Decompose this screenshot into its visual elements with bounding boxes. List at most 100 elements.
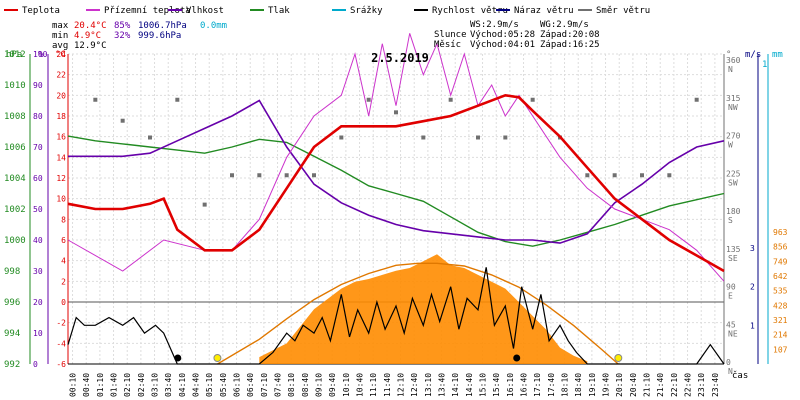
x-tick-label: 11:40 (383, 373, 392, 397)
legend-label: Teplota (22, 6, 60, 16)
info-sun-label: Slunce (434, 30, 467, 40)
moonset-marker (513, 354, 521, 362)
x-tick-label: 17:40 (547, 373, 556, 397)
axis-x-label: čas (732, 370, 748, 381)
legend-label: Náraz větru (514, 6, 574, 16)
wind-dir-point (448, 97, 453, 102)
x-tick-label: 08:40 (301, 373, 310, 397)
wind-dir-point (394, 110, 398, 115)
x-tick-label: 22:40 (684, 373, 693, 397)
wm2-tick: 321 (773, 316, 788, 325)
stats-min-press: 999.6hPa (138, 31, 181, 41)
x-tick-label: 16:10 (506, 373, 515, 397)
stats-max-label: max (52, 21, 69, 31)
x-tick-label: 00:10 (69, 373, 78, 397)
x-tick-label: 19:10 (588, 373, 597, 397)
pct-tick: 100 (33, 50, 48, 59)
text-layer: 2.5.2019 max 20.4°C 85% 1006.7hPa 0.0mm … (6, 20, 783, 381)
dir-tick-label: N (728, 65, 733, 74)
temp-tick: 14 (56, 153, 66, 162)
legend-label: Srážky (350, 6, 383, 16)
pct-tick: 0 (33, 360, 38, 369)
x-tick-label: 21:10 (643, 373, 652, 397)
wind-dir-point (93, 97, 98, 102)
hpa-tick: 1010 (4, 81, 26, 91)
x-tick-label: 08:10 (287, 373, 296, 397)
dir-tick-label: NW (728, 103, 738, 112)
x-tick-label: 06:10 (233, 373, 242, 397)
x-tick-label: 15:10 (479, 373, 488, 397)
pct-tick: 50 (33, 205, 43, 214)
info-sun-rise: Východ:05:28 (470, 30, 535, 40)
dir-tick-label: E (728, 292, 733, 301)
hpa-tick: 1008 (4, 112, 26, 122)
stats-avg-temp: 12.9°C (74, 41, 107, 51)
x-tick-label: 03:40 (164, 373, 173, 397)
x-tick-label: 05:40 (219, 373, 228, 397)
stats-min-label: min (52, 31, 68, 41)
wind-dir-point (476, 135, 480, 140)
stats-avg-label: avg (52, 41, 68, 51)
x-tick-label: 15:40 (492, 373, 501, 397)
dir-tick: 0 (726, 358, 731, 367)
pct-tick: 30 (33, 267, 43, 276)
x-tick-label: 13:40 (438, 373, 447, 397)
wind-dir-point (366, 97, 371, 102)
x-tick-label: 23:10 (697, 373, 706, 397)
temp-tick: 22 (56, 71, 66, 80)
x-tick-label: 11:10 (369, 373, 378, 397)
axis-unit-ms: m/s (745, 50, 761, 60)
x-tick-label: 00:40 (82, 373, 91, 397)
dir-tick-label: S (728, 216, 733, 225)
x-tick-label: 12:10 (397, 373, 406, 397)
legend-label: Směr větru (596, 6, 650, 16)
info-wg: WG:2.9m/s (540, 20, 589, 30)
wind-dir-point (339, 135, 344, 140)
x-tick-label: 09:10 (315, 373, 324, 397)
series-layer (67, 33, 725, 365)
humidity-line (68, 99, 725, 244)
sunset-marker (614, 354, 623, 362)
stats-max-temp: 20.4°C (74, 21, 107, 31)
x-tick-label: 09:40 (328, 373, 337, 397)
wind-dir-point (120, 118, 125, 123)
wm2-tick: 214 (773, 331, 788, 340)
dir-tick: 135 (726, 245, 741, 254)
ground-temp-line (67, 33, 725, 282)
hpa-tick: 996 (4, 298, 20, 308)
temp-tick: 4 (61, 257, 66, 266)
wind-speed-line (67, 267, 725, 365)
temp-tick: 18 (56, 112, 66, 121)
dir-tick: 225 (726, 169, 741, 178)
dir-tick-label: N (728, 367, 733, 376)
info-moon-label: Měsíc (434, 40, 461, 50)
temp-tick: 12 (56, 174, 66, 183)
x-tick-label: 14:10 (451, 373, 460, 397)
x-tick-label: 13:10 (424, 373, 433, 397)
x-tick-label: 07:40 (274, 373, 283, 397)
x-tick-label: 18:10 (561, 373, 570, 397)
hpa-tick: 1006 (4, 143, 26, 153)
wind-dir-point (257, 173, 262, 178)
x-tick-label: 10:10 (342, 373, 351, 397)
axis-unit-mm: mm (772, 50, 783, 60)
stats-max-hum: 85% (114, 21, 131, 31)
temp-tick: 16 (56, 133, 66, 142)
wm2-tick: 749 (773, 257, 788, 266)
dir-tick: 315 (726, 94, 741, 103)
wind-dir-point (530, 97, 535, 102)
wm2-tick: 535 (773, 287, 788, 296)
hpa-tick: 1012 (4, 50, 26, 60)
sun-path-line (217, 262, 619, 365)
dir-tick: 360 (726, 56, 741, 65)
x-tick-label: 07:10 (260, 373, 269, 397)
wind-dir-point (585, 173, 590, 178)
dir-tick-label: W (728, 141, 733, 150)
pressure-line (67, 135, 725, 247)
x-tick-label: 04:40 (192, 373, 201, 397)
hpa-tick: 1000 (4, 236, 26, 246)
temp-tick: 6 (61, 236, 66, 245)
x-tick-label: 06:40 (246, 373, 255, 397)
temp-tick: 2 (61, 277, 66, 286)
axis-unit-dir: ° (726, 50, 731, 60)
